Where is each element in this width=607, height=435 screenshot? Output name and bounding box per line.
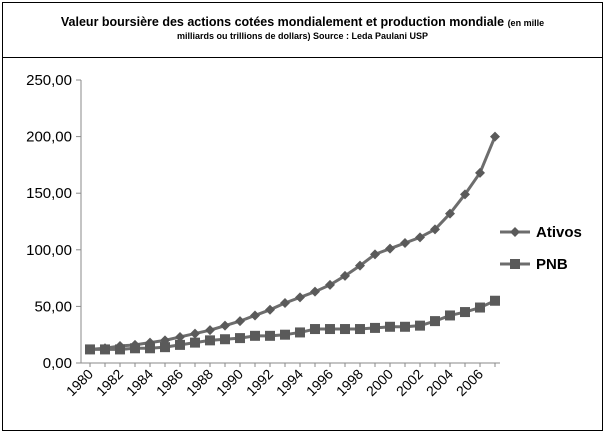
point-pnb <box>370 322 380 333</box>
point-pnb <box>415 320 425 331</box>
point-pnb <box>130 343 140 354</box>
x-tick-label: 1996 <box>303 366 336 399</box>
point-pnb <box>310 324 320 335</box>
y-tick-label: 50,00 <box>34 298 72 315</box>
point-ativos <box>325 279 335 290</box>
x-tick-label: 1982 <box>93 366 126 399</box>
point-pnb <box>85 344 95 355</box>
point-pnb <box>100 344 110 355</box>
point-pnb <box>190 337 200 348</box>
point-pnb <box>385 321 395 332</box>
point-pnb <box>280 329 290 340</box>
x-tick-label: 1986 <box>153 366 186 399</box>
point-pnb <box>325 324 335 335</box>
x-tick-label: 2002 <box>393 366 426 399</box>
point-ativos <box>445 208 455 219</box>
chart-title: Valeur boursière des actions cotées mond… <box>3 15 602 29</box>
chart-title-main: Valeur boursière des actions cotées mond… <box>60 15 505 29</box>
point-pnb <box>220 334 230 345</box>
point-pnb <box>205 335 215 346</box>
x-tick-label: 1990 <box>213 366 246 399</box>
point-ativos <box>190 328 200 339</box>
series-line-ativos <box>89 136 497 351</box>
point-ativos <box>355 260 365 271</box>
chart-subtitle: milliards ou trillions de dollars) Sourc… <box>176 31 429 41</box>
point-ativos <box>370 249 380 260</box>
point-pnb <box>460 307 470 318</box>
point-pnb <box>235 333 245 344</box>
point-ativos <box>430 224 440 235</box>
chart-title-box: Valeur boursière des actions cotées mond… <box>3 3 602 58</box>
point-pnb <box>160 342 170 353</box>
x-tick-label: 2006 <box>453 366 486 399</box>
point-ativos <box>490 131 500 142</box>
x-tick-label: 1984 <box>123 366 156 399</box>
x-tick-label: 2000 <box>363 366 396 399</box>
point-pnb <box>475 302 485 313</box>
point-pnb <box>295 327 305 338</box>
point-ativos <box>175 331 185 342</box>
x-tick-label: 1994 <box>273 366 306 399</box>
point-ativos <box>235 316 245 327</box>
point-pnb <box>250 330 260 341</box>
x-tick-label: 1988 <box>183 366 216 399</box>
point-ativos <box>280 298 290 309</box>
x-tick-label: 1998 <box>333 366 366 399</box>
point-ativos <box>340 270 350 281</box>
point-pnb <box>430 316 440 327</box>
point-ativos <box>205 325 215 336</box>
y-tick-label: 200,00 <box>26 129 72 146</box>
y-tick-label: 250,00 <box>26 72 72 89</box>
legend-label-ativos: Ativos <box>536 224 582 241</box>
point-ativos <box>265 304 275 315</box>
chart-title-unit: (en mille <box>507 18 545 28</box>
legend-marker-ativos <box>510 227 520 237</box>
x-tick-label: 2004 <box>423 366 456 399</box>
point-pnb <box>145 343 155 354</box>
point-ativos <box>460 189 470 200</box>
point-pnb <box>445 310 455 321</box>
point-pnb <box>115 344 125 355</box>
point-ativos <box>400 238 410 249</box>
point-ativos <box>415 232 425 243</box>
point-ativos <box>475 167 485 178</box>
legend-label-pnb: PNB <box>536 256 568 273</box>
point-ativos <box>250 310 260 321</box>
point-pnb <box>265 330 275 341</box>
point-pnb <box>400 321 410 332</box>
x-tick-label: 1992 <box>243 366 276 399</box>
legend-marker-pnb <box>510 259 520 269</box>
point-ativos <box>295 292 305 303</box>
point-pnb <box>340 324 350 335</box>
chart-frame: Valeur boursière des actions cotées mond… <box>2 2 603 431</box>
y-tick-label: 100,00 <box>26 242 72 259</box>
y-tick-label: 150,00 <box>26 185 72 202</box>
point-ativos <box>220 320 230 331</box>
point-ativos <box>310 286 320 297</box>
point-pnb <box>490 295 500 306</box>
point-pnb <box>175 339 185 350</box>
point-ativos <box>385 243 395 254</box>
point-pnb <box>355 324 365 335</box>
series-line-pnb <box>90 299 496 351</box>
y-tick-label: 0,00 <box>43 355 72 372</box>
